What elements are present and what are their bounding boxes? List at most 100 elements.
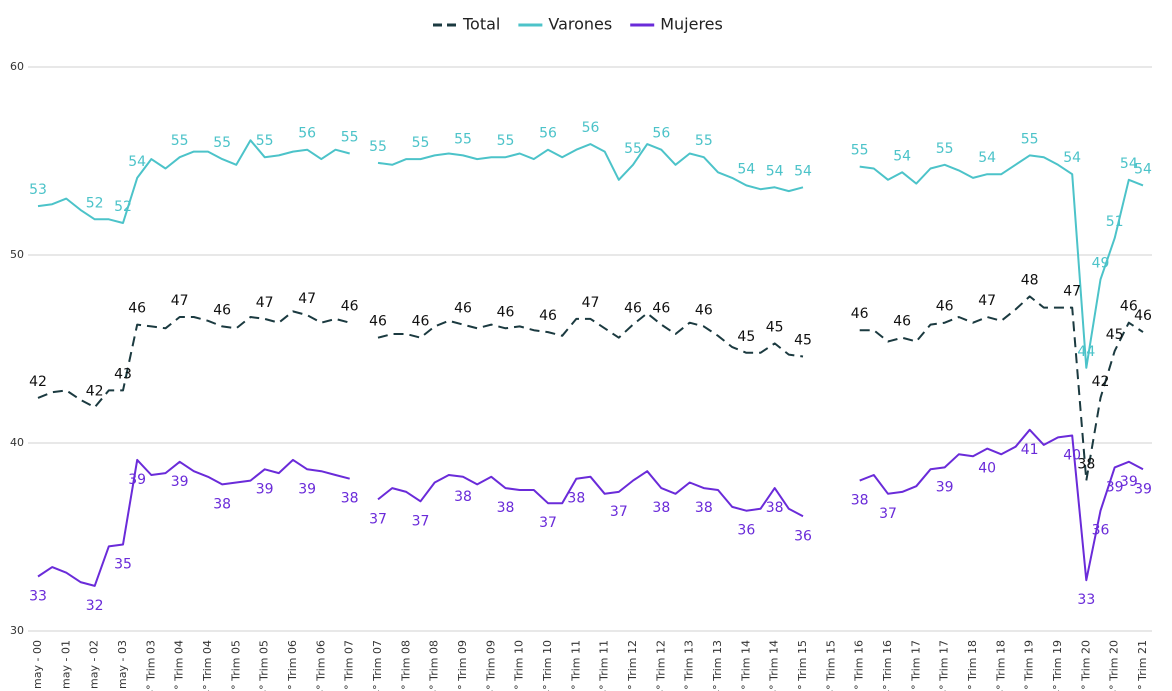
data-label: 39 [1134, 481, 1152, 497]
data-label: 38 [567, 491, 585, 507]
data-label: 47 [582, 295, 600, 311]
data-label: 40 [978, 461, 996, 477]
data-label: 46 [652, 301, 670, 317]
x-tick-label: 2° Trim 19 [1023, 640, 1036, 691]
data-label: 46 [497, 304, 515, 320]
x-tick-label: may - 03 [116, 640, 129, 689]
x-tick-label: 2° Trim 18 [966, 640, 979, 691]
data-label: 55 [256, 133, 274, 149]
data-label: 56 [298, 126, 316, 142]
data-label: 42 [1092, 374, 1110, 390]
data-label: 54 [128, 154, 146, 170]
data-label: 54 [1063, 150, 1081, 166]
x-tick-label: 2° Trim 06 [286, 640, 299, 691]
data-label: 52 [114, 199, 132, 215]
x-tick-label: 2° Trim 16 [853, 640, 866, 691]
data-label: 37 [412, 513, 430, 529]
data-label: 48 [1021, 272, 1039, 288]
data-label: 54 [1134, 161, 1152, 177]
x-tick-label: may - 02 [88, 640, 101, 689]
data-label: 46 [454, 301, 472, 317]
x-tick-label: 4° Trim 03 [144, 640, 157, 691]
data-label: 36 [1092, 523, 1110, 539]
x-tick-label: 4° Trim 13 [711, 640, 724, 691]
data-label: 55 [497, 133, 515, 149]
data-label: 54 [794, 163, 812, 179]
data-label: 49 [1092, 255, 1110, 271]
y-tick-label: 60 [10, 60, 24, 73]
x-tick-label: 4° Trim 19 [1051, 640, 1064, 691]
data-label: 36 [737, 523, 755, 539]
x-tick-label: 4° Trim 18 [994, 640, 1007, 691]
x-tick-label: 4° Trim 11 [598, 640, 611, 691]
data-label: 33 [29, 588, 47, 604]
data-label: 47 [256, 295, 274, 311]
x-tick-label: 4° Trim 09 [484, 640, 497, 691]
series-line [37, 295, 1144, 482]
data-label: 46 [1120, 299, 1138, 315]
data-label: 45 [766, 319, 784, 335]
data-label: 55 [341, 129, 359, 145]
data-label: 40 [1063, 447, 1081, 463]
data-label: 55 [851, 143, 869, 159]
x-tick-label: 2° Trim 09 [456, 640, 469, 691]
x-tick-label: 4° Trim 12 [654, 640, 667, 691]
data-label: 55 [1021, 131, 1039, 147]
data-label: 36 [794, 528, 812, 544]
y-tick-label: 30 [10, 624, 24, 637]
data-label: 46 [893, 314, 911, 330]
data-label: 47 [298, 291, 316, 307]
data-label: 54 [737, 161, 755, 177]
x-tick-label: 4° Trim 17 [938, 640, 951, 691]
data-label: 46 [695, 302, 713, 318]
data-label: 45 [1106, 327, 1124, 343]
data-label: 37 [539, 515, 557, 531]
x-tick-label: 2° Trim 07 [343, 640, 356, 691]
x-tick-label: 4° Trim 07 [371, 640, 384, 691]
x-tick-label: 2° Trim 17 [909, 640, 922, 691]
data-label: 55 [695, 133, 713, 149]
x-tick-label: 2° Trim 13 [683, 640, 696, 691]
legend-label: Total [462, 15, 500, 34]
data-label: 37 [879, 506, 897, 522]
data-label: 54 [766, 163, 784, 179]
x-tick-label: 2° Trim 08 [399, 640, 412, 691]
data-label: 46 [539, 308, 557, 324]
data-label: 38 [851, 493, 869, 509]
data-label: 43 [114, 366, 132, 382]
data-label: 46 [936, 299, 954, 315]
data-label: 45 [794, 333, 812, 349]
data-label: 39 [298, 481, 316, 497]
data-label: 54 [978, 150, 996, 166]
x-tick-label: 4° Trim 14 [768, 640, 781, 691]
data-label: 39 [256, 481, 274, 497]
data-label: 32 [86, 598, 104, 614]
data-label: 56 [652, 126, 670, 142]
data-label: 38 [497, 500, 515, 516]
x-tick-label: 4° Trim 16 [881, 640, 894, 691]
data-label: 38 [695, 500, 713, 516]
data-label: 42 [29, 374, 47, 390]
y-tick-label: 50 [10, 248, 24, 261]
data-label: 38 [766, 500, 784, 516]
data-label: 55 [369, 139, 387, 155]
data-label: 46 [624, 301, 642, 317]
data-label: 46 [341, 299, 359, 315]
data-label: 35 [114, 557, 132, 573]
data-label: 39 [171, 474, 189, 490]
data-label: 46 [1134, 308, 1152, 324]
x-tick-label: 4° Trim 15 [824, 640, 837, 691]
data-label: 44 [1077, 344, 1095, 360]
data-label: 39 [1120, 474, 1138, 490]
x-tick-label: 2° Trim 21 [1136, 640, 1149, 691]
data-label: 39 [1106, 479, 1124, 495]
data-label: 39 [936, 479, 954, 495]
x-tick-label: 2° Trim 11 [569, 640, 582, 691]
data-label: 45 [737, 329, 755, 345]
data-label: 38 [652, 500, 670, 516]
data-label: 38 [213, 496, 231, 512]
data-label: 55 [454, 131, 472, 147]
data-label: 46 [412, 314, 430, 330]
data-label: 47 [1063, 284, 1081, 300]
x-tick-label: 2° Trim 12 [626, 640, 639, 691]
